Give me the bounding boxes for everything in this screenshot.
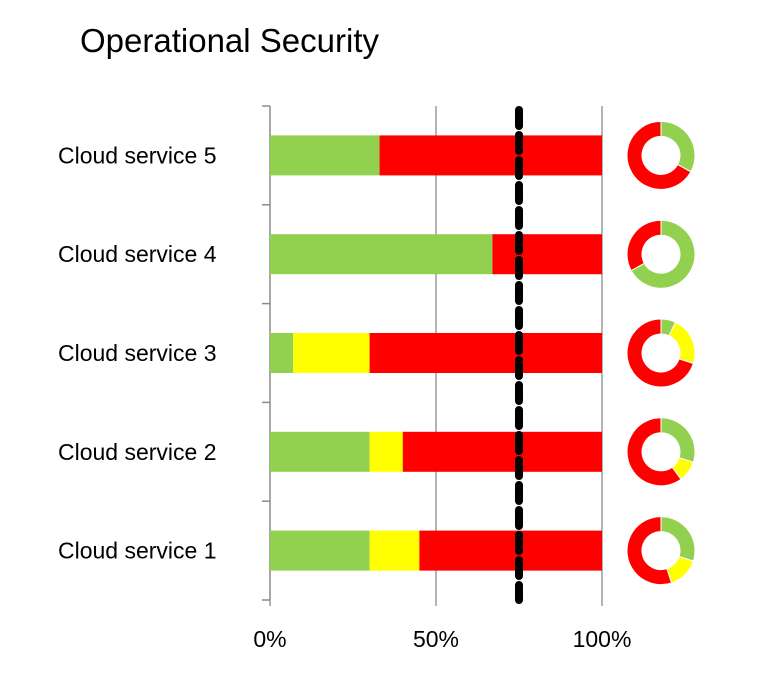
bar-segment-4-3 (402, 431, 602, 472)
category-label: Cloud service 5 (58, 142, 217, 168)
x-tick-labels: 0% 50% 100% (253, 626, 631, 652)
category-label: Cloud service 3 (58, 340, 217, 366)
bar-segment-2-1 (270, 234, 493, 275)
bar-segment-4-1 (270, 431, 370, 472)
donut-slice-4-3 (626, 417, 682, 487)
bar-segment-5-1 (270, 530, 370, 571)
bar-segment-3-1 (270, 333, 294, 373)
bar-segment-1-3 (379, 135, 602, 176)
bar-segment-1-1 (270, 135, 380, 176)
bar-segment-4-2 (369, 431, 403, 472)
donut-slice-2-1 (630, 219, 696, 289)
category-label: Cloud service 1 (58, 538, 217, 564)
bar-segment-5-2 (369, 530, 420, 571)
bar-segment-2-3 (492, 234, 602, 275)
donut-slice-5-1 (660, 516, 696, 562)
x-tick-label: 50% (413, 626, 459, 652)
bar-segment-3-2 (293, 333, 370, 373)
bars (270, 135, 602, 571)
category-label: Cloud service 4 (58, 241, 217, 267)
bar-segment-3-3 (369, 333, 602, 373)
donut-slice-5-2 (666, 555, 694, 584)
donut-slice-1-3 (626, 120, 692, 190)
x-tick-label: 0% (253, 626, 286, 652)
category-labels: Cloud service 5 Cloud service 4 Cloud serv… (58, 142, 217, 563)
donut-slice-5-3 (626, 516, 673, 586)
donut-charts (626, 120, 696, 586)
chart-title: Operational Security (80, 22, 379, 59)
donut-slice-2-3 (626, 219, 662, 272)
donut-slice-3-2 (668, 321, 696, 365)
bar-segment-5-3 (419, 530, 602, 571)
x-tick-label: 100% (573, 626, 632, 652)
donut-slice-3-3 (626, 318, 694, 388)
donut-slice-4-1 (660, 417, 696, 463)
category-label: Cloud service 2 (58, 439, 217, 465)
